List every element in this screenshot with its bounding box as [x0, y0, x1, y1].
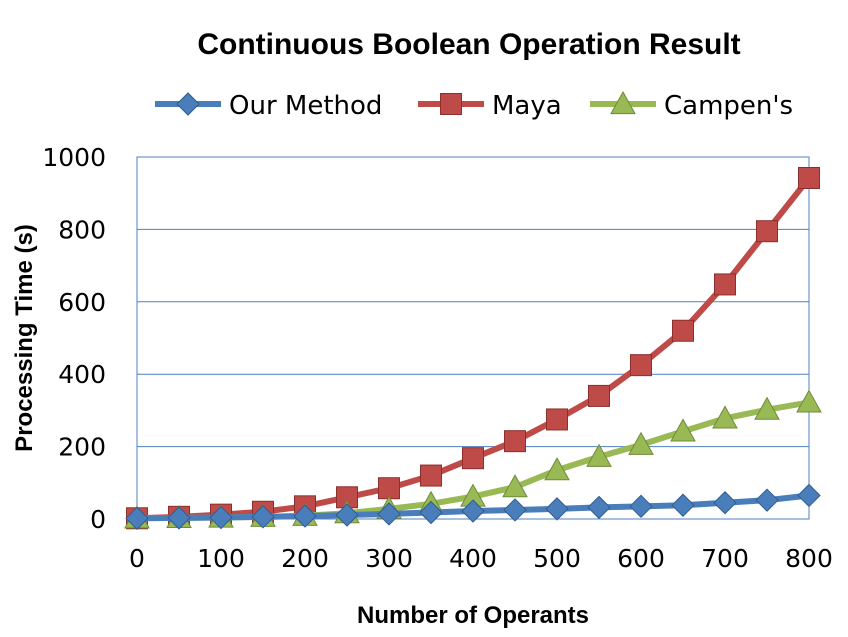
data-point — [754, 396, 780, 420]
x-tick-label: 800 — [785, 544, 833, 573]
chart-title: Continuous Boolean Operation Result — [197, 28, 740, 61]
data-point — [545, 497, 569, 521]
data-point — [670, 418, 696, 442]
data-point — [797, 483, 821, 508]
data-point — [544, 457, 570, 481]
x-tick-label: 400 — [449, 544, 497, 573]
legend-label: Campen's — [664, 91, 793, 121]
data-point — [756, 220, 778, 243]
data-point — [586, 443, 612, 467]
data-point — [462, 447, 484, 470]
legend-label: Our Method — [229, 91, 382, 121]
data-point — [125, 506, 149, 530]
data-point — [630, 354, 652, 377]
y-tick-label: 0 — [90, 505, 106, 534]
data-point — [713, 491, 737, 515]
x-axis-ticks: 0 100 200 300 400 500 600 700 800 — [129, 544, 833, 573]
x-tick-label: 300 — [365, 544, 413, 573]
data-point — [588, 384, 610, 407]
y-tick-label: 600 — [58, 288, 106, 317]
y-axis-ticks: 0 200 400 600 800 1000 — [42, 143, 106, 534]
series-maya — [126, 166, 820, 530]
data-point — [671, 493, 695, 517]
data-point — [629, 494, 653, 519]
y-axis-title: Processing Time (s) — [11, 224, 38, 452]
x-tick-label: 600 — [617, 544, 665, 573]
data-point — [798, 166, 820, 189]
data-point — [546, 408, 568, 431]
data-point — [502, 474, 528, 498]
data-point — [712, 405, 738, 429]
x-tick-label: 500 — [533, 544, 581, 573]
series-our-method — [125, 483, 821, 530]
legend: Our Method Maya Campen's — [155, 90, 793, 121]
data-point — [755, 488, 779, 512]
data-point — [628, 431, 654, 455]
x-tick-label: 100 — [197, 544, 245, 573]
data-point — [714, 273, 736, 296]
y-tick-label: 1000 — [42, 143, 106, 172]
data-point — [796, 389, 822, 413]
legend-item: Maya — [418, 91, 562, 121]
data-point — [672, 319, 694, 342]
data-point — [503, 498, 527, 522]
series-layer — [124, 166, 822, 530]
data-point — [378, 477, 400, 500]
legend-marker — [440, 93, 462, 115]
y-tick-label: 200 — [58, 433, 106, 462]
data-point — [420, 464, 442, 487]
legend-marker — [610, 90, 636, 115]
x-tick-label: 700 — [701, 544, 749, 573]
x-tick-label: 0 — [129, 544, 145, 573]
data-point — [504, 430, 526, 453]
legend-label: Maya — [492, 91, 562, 121]
x-tick-label: 200 — [281, 544, 329, 573]
legend-item: Campen's — [590, 90, 793, 121]
data-point — [377, 502, 401, 526]
y-tick-label: 400 — [58, 360, 106, 389]
y-tick-label: 800 — [58, 215, 106, 244]
data-point — [293, 504, 317, 528]
legend-marker — [176, 92, 200, 116]
data-point — [251, 505, 275, 529]
data-point — [335, 503, 359, 527]
data-point — [209, 505, 233, 530]
legend-item: Our Method — [155, 91, 382, 121]
data-point — [167, 506, 191, 530]
data-point — [587, 495, 611, 520]
data-point — [461, 499, 485, 523]
data-point — [419, 500, 443, 525]
x-axis-title: Number of Operants — [357, 602, 589, 629]
